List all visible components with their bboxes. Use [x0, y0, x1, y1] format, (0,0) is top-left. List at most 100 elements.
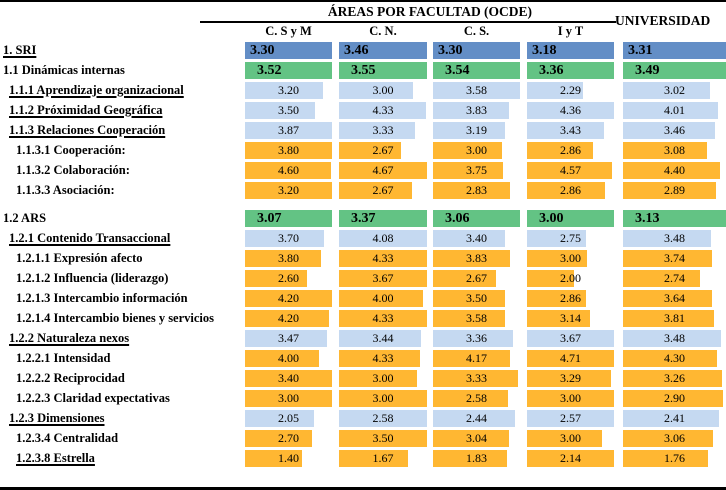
data-bar: [527, 182, 605, 199]
value-cell: 4.36: [527, 102, 614, 119]
data-bar: [245, 82, 323, 99]
value-cell: 1.76: [623, 450, 726, 467]
table-row: 1.2.1.1 Expresión afecto 3.80 4.33 3.83 3.00…: [0, 250, 726, 267]
value-cell: 3.13: [623, 210, 726, 227]
value-cell: 2.29: [527, 82, 614, 99]
value-cell: 4.33: [339, 102, 427, 119]
data-bar: [433, 142, 502, 159]
value-cell: 3.00: [339, 82, 427, 99]
cell-value: 3.81: [664, 311, 685, 325]
data-bar: [433, 122, 505, 139]
data-bar: [433, 82, 520, 99]
value-cell: 2.00: [527, 270, 614, 287]
data-bar: [623, 350, 718, 367]
data-bar: [623, 410, 720, 427]
data-bar: [623, 182, 716, 199]
cell-value: 2.05: [278, 411, 299, 425]
cell-value: 3.00: [278, 391, 299, 405]
table-row: 1.1 Dinámicas internas 3.52 3.55 3.54 3.36 3.…: [0, 62, 726, 79]
data-bar: [527, 430, 602, 447]
cell-value: 3.37: [351, 211, 376, 226]
row-label: 1.2.1.3 Intercambio información: [16, 291, 188, 305]
data-bar: [433, 182, 510, 199]
value-cell: 1.40: [245, 450, 332, 467]
row-label: 1.2.2.2 Reciprocidad: [16, 371, 125, 385]
row-label: 1.1.1 Aprendizaje organizacional: [9, 83, 184, 97]
cell-value: 4.33: [372, 103, 394, 117]
data-bar: [433, 62, 520, 79]
cell-value: 3.19: [466, 123, 487, 137]
cell-value: 3.58: [466, 311, 487, 325]
cell-value: 3.04: [466, 431, 487, 445]
cell-value: 2.00: [560, 271, 581, 285]
row-label: 1.2.3.8 Estrella: [16, 451, 95, 465]
column-header-csym: C. S y M: [265, 24, 312, 38]
cell-value: 2.41: [664, 411, 685, 425]
cell-value: 3.64: [664, 291, 685, 305]
cell-value: 3.26: [664, 371, 685, 385]
value-cell: 2.86: [527, 290, 614, 307]
value-cell: 3.00: [527, 250, 614, 267]
data-bar: [433, 102, 510, 119]
value-cell: 2.67: [339, 182, 427, 199]
value-cell: 4.40: [623, 162, 726, 179]
cell-value: 3.75: [466, 163, 487, 177]
data-bar: [527, 450, 614, 467]
value-cell: 3.48: [623, 330, 726, 347]
value-cell: 2.86: [527, 142, 614, 159]
cell-value: 4.20: [278, 311, 299, 325]
data-bar: [433, 270, 497, 287]
cell-value: 2.86: [560, 143, 581, 157]
row-label: 1.2.1.4 Intercambio bienes y servicios: [16, 311, 215, 325]
value-cell: 4.57: [527, 162, 614, 179]
value-cell: 4.71: [527, 350, 614, 367]
data-bar: [339, 310, 427, 327]
data-bar: [527, 390, 614, 407]
value-cell: 3.29: [527, 370, 614, 387]
value-cell: 3.47: [245, 330, 332, 347]
value-cell: 3.67: [527, 330, 614, 347]
data-bar: [339, 182, 413, 199]
value-cell: 3.54: [433, 62, 520, 79]
value-cell: 3.50: [433, 290, 520, 307]
data-bar: [339, 82, 413, 99]
cell-value: 3.13: [635, 211, 660, 226]
value-cell: 3.07: [245, 210, 332, 227]
cell-value: 3.00: [560, 431, 581, 445]
table-row: 1.2.1 Contenido Transaccional 3.70 4.08 3.4…: [0, 230, 726, 247]
cell-value: 3.07: [257, 211, 282, 226]
cell-value: 3.06: [445, 211, 470, 226]
cell-value: 4.60: [278, 163, 299, 177]
row-label: 1. SRI: [3, 43, 37, 57]
data-bar: [339, 42, 427, 59]
cell-value: 3.31: [628, 43, 653, 58]
table-row: 1.2.2.1 Intensidad 4.00 4.33 4.17 4.71 4.30: [0, 350, 726, 367]
value-cell: 3.00: [527, 390, 614, 407]
cell-value: 3.55: [351, 63, 376, 78]
value-cell: 3.43: [527, 122, 614, 139]
data-bar: [433, 210, 520, 227]
cell-value: 4.08: [372, 231, 394, 245]
value-cell: 4.00: [245, 350, 332, 367]
value-cell: 3.48: [623, 230, 726, 247]
value-cell: 3.50: [339, 430, 427, 447]
row-label: 1.1.3.2 Colaboración:: [16, 163, 130, 177]
value-cell: 2.67: [339, 142, 427, 159]
row-label: 1.2.1.1 Expresión afecto: [16, 251, 143, 265]
data-bar: [245, 250, 322, 267]
row-label: 1.2.3 Dimensiones: [9, 411, 105, 425]
data-bar: [433, 390, 508, 407]
data-bar: [339, 230, 427, 247]
data-bar: [527, 42, 614, 59]
value-cell: 3.64: [623, 290, 726, 307]
cell-value: 3.33: [466, 371, 487, 385]
row-label: 1.2.1.2 Influencia (liderazgo): [16, 271, 169, 285]
data-bar: [623, 62, 726, 79]
value-cell: 3.49: [623, 62, 726, 79]
cell-value: 3.36: [539, 63, 564, 78]
row-label: 1.2.1 Contenido Transaccional: [9, 231, 171, 245]
data-bar: [527, 82, 583, 99]
row-label: 1.2.2.3 Claridad expectativas: [16, 391, 170, 405]
data-bar: [245, 450, 302, 467]
data-bar: [623, 122, 716, 139]
